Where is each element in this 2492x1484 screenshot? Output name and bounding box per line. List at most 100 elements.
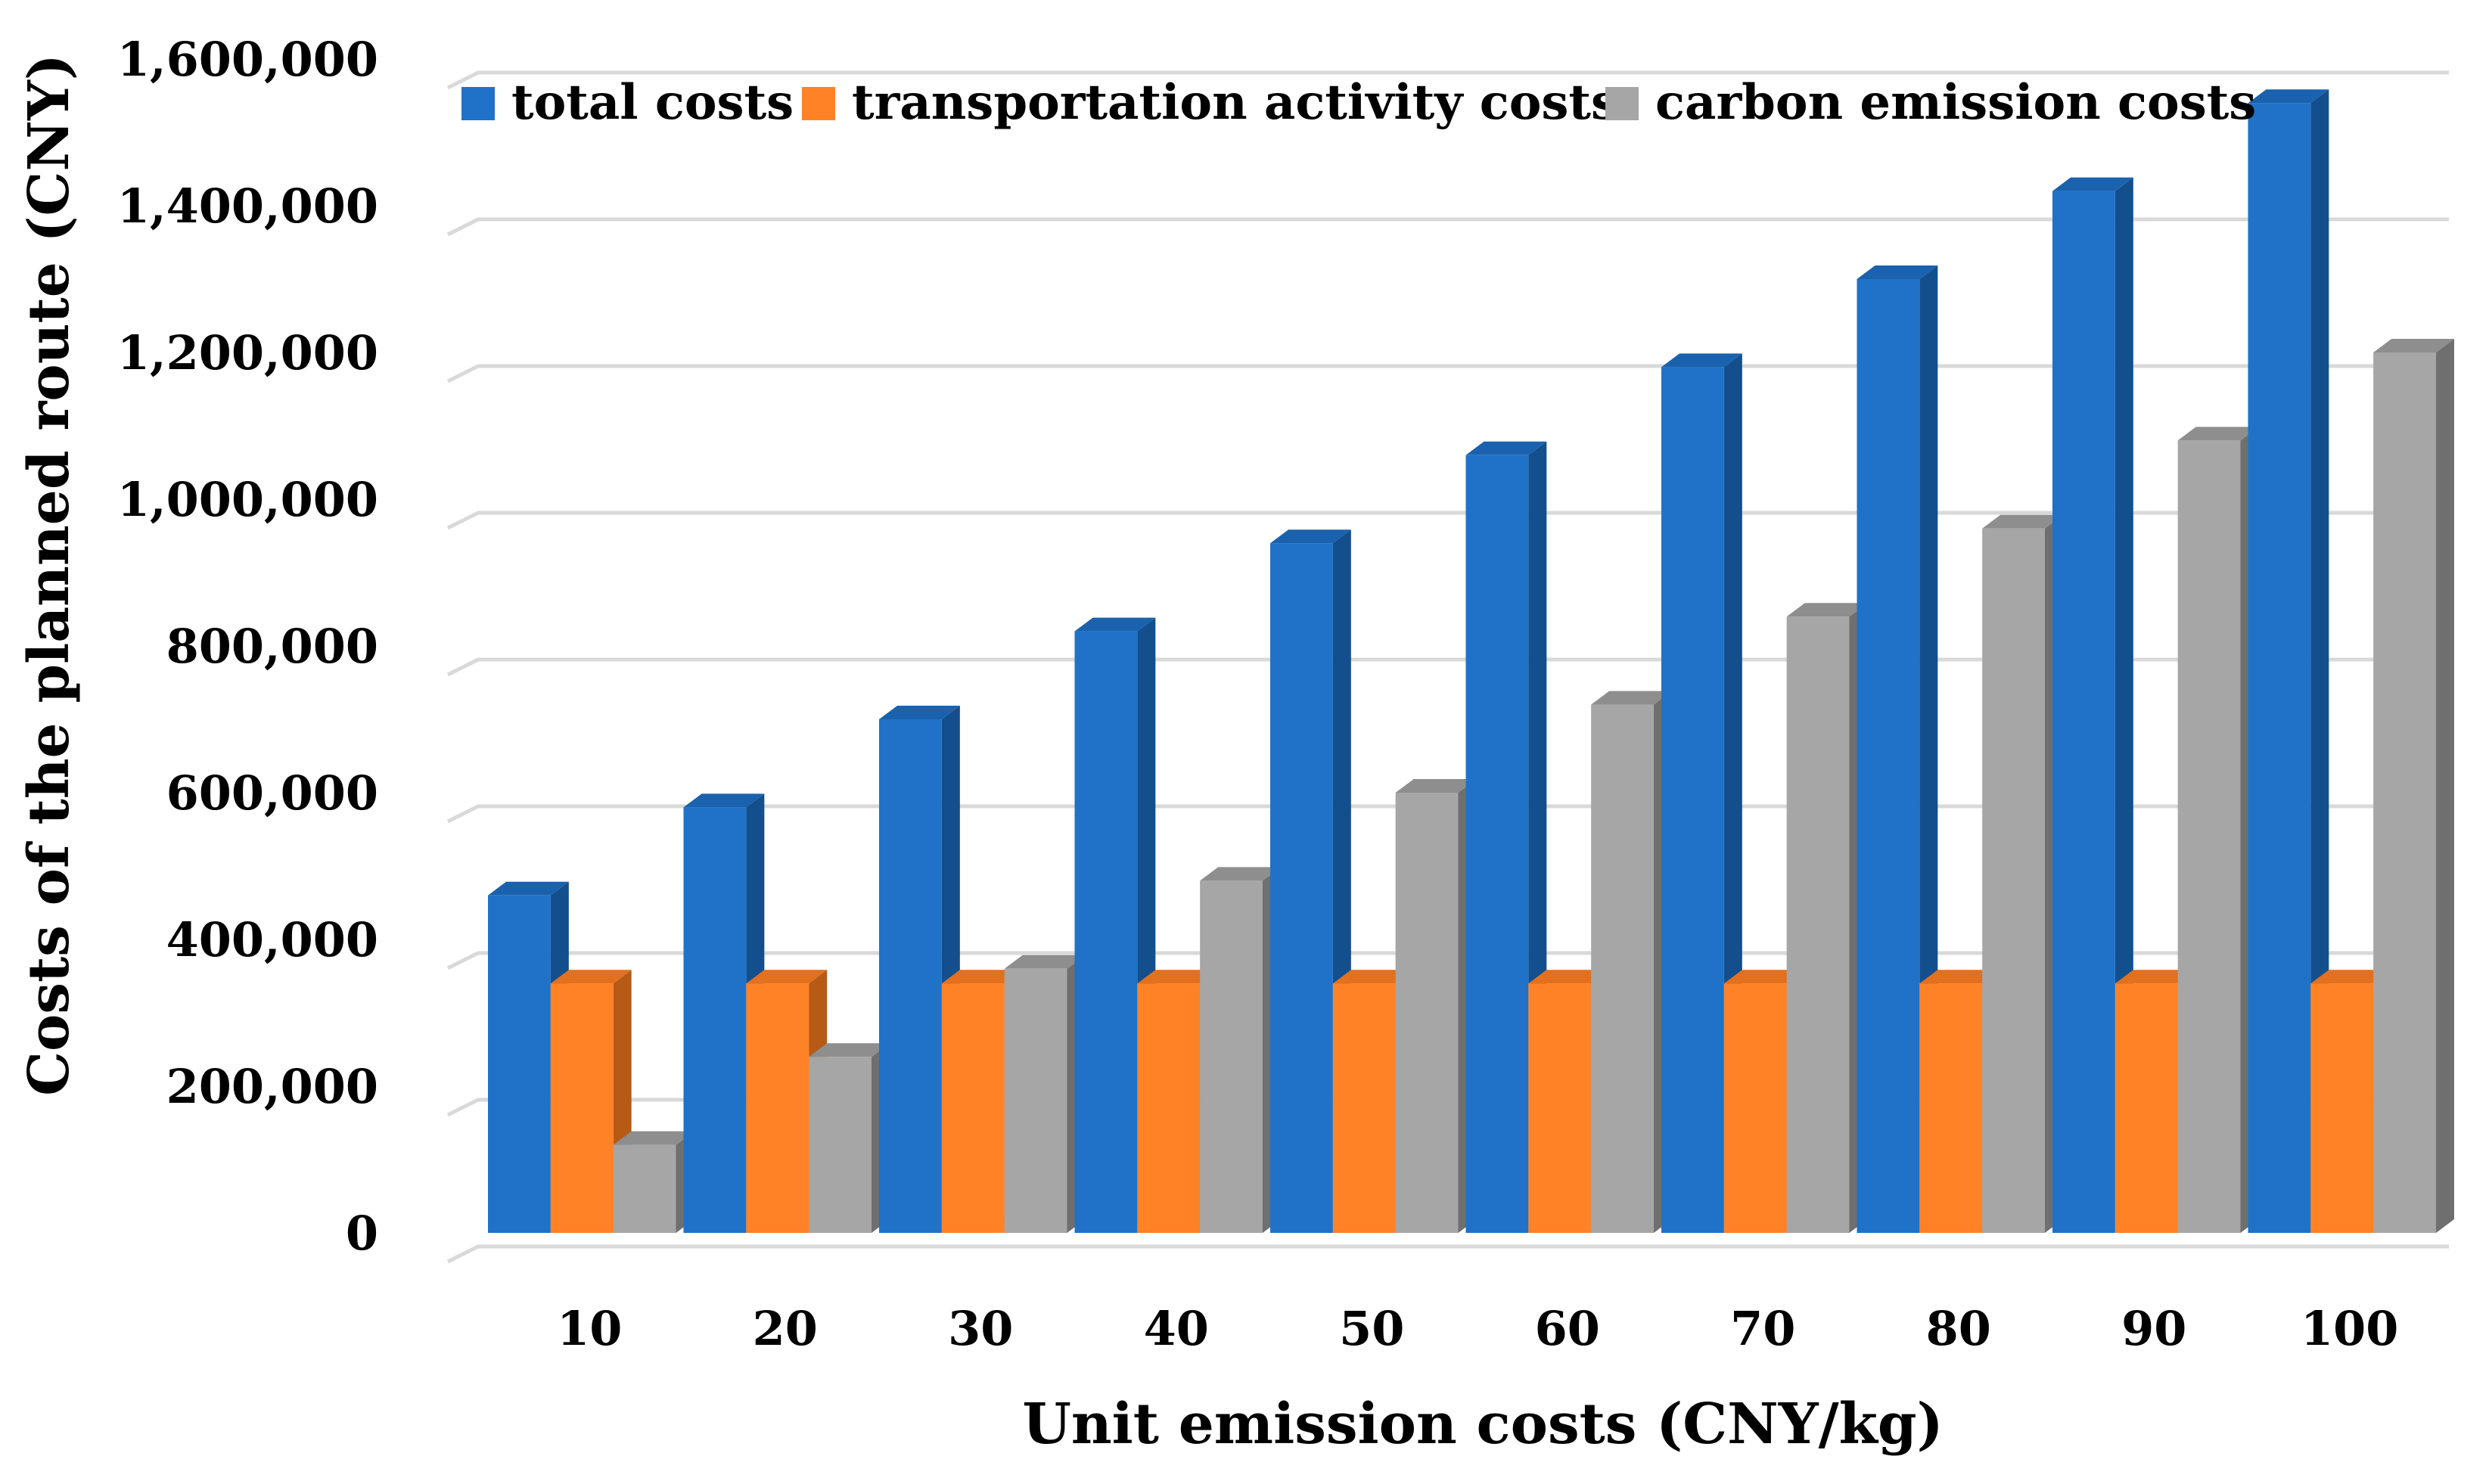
legend-label: total costs (511, 74, 794, 131)
bar-carbon-emission-costs-100 (2373, 339, 2454, 1233)
bar-total-costs-90 (2052, 177, 2133, 1234)
bar-total-costs-60 (1465, 441, 1547, 1233)
bar-front (683, 807, 747, 1233)
bar-front (1857, 279, 1920, 1233)
x-tick-label: 60 (1535, 1301, 1600, 1356)
bar-carbon-emission-costs-20 (809, 1043, 890, 1233)
bar-top (2114, 970, 2196, 984)
bar-front (809, 1057, 872, 1233)
legend-swatch (802, 87, 835, 120)
gridline (446, 364, 2449, 383)
x-tick-label: 10 (557, 1301, 622, 1356)
bar-top (683, 793, 765, 808)
gridline (446, 511, 2449, 530)
bar-top (2373, 339, 2454, 352)
bar-front (1919, 983, 1983, 1233)
gridline (446, 70, 2449, 90)
bar-top (613, 1131, 694, 1145)
legend-swatch (461, 87, 495, 120)
bar-top (1465, 441, 1547, 455)
bar-front (746, 983, 809, 1233)
bars-area (488, 89, 2454, 1234)
bar-top (941, 970, 1023, 984)
y-tick-label: 0 (346, 1206, 378, 1261)
bar-carbon-emission-costs-60 (1591, 691, 1672, 1233)
bar-front (1200, 880, 1263, 1233)
bar-top (1074, 617, 1156, 632)
bar-front (1465, 455, 1529, 1233)
bar-front (1004, 968, 1067, 1233)
y-tick-label: 600,000 (166, 765, 378, 821)
bar-front (613, 1144, 676, 1233)
bar-front (1528, 983, 1592, 1233)
bar-side (2114, 177, 2133, 1234)
bar-front (1786, 616, 1850, 1233)
bar-top (2248, 89, 2329, 104)
x-tick-label: 100 (2301, 1301, 2398, 1356)
bar-front (2373, 352, 2436, 1233)
gridlines (446, 70, 2449, 1264)
bar-carbon-emission-costs-80 (1982, 514, 2063, 1233)
bar-top (879, 706, 960, 719)
bar-carbon-emission-costs-30 (1004, 955, 1086, 1233)
bar-carbon-emission-costs-50 (1395, 779, 1477, 1233)
gridline (446, 1244, 2449, 1264)
bar-front (1137, 983, 1201, 1233)
bar-front (2248, 103, 2311, 1234)
bar-front (2114, 983, 2178, 1233)
bar-top (2177, 427, 2259, 441)
legend-swatch (1605, 87, 1639, 120)
bar-top (1004, 955, 1086, 969)
legend: total costs transportation activity costs… (461, 74, 2256, 131)
bar-front (1074, 631, 1138, 1233)
gridline (446, 217, 2449, 237)
x-tick-label: 20 (753, 1301, 818, 1356)
x-tick-label: 90 (2121, 1301, 2186, 1356)
y-tick-label: 200,000 (166, 1059, 378, 1114)
y-tick-label: 1,400,000 (117, 179, 378, 234)
bar-top (488, 881, 569, 896)
y-tick-label: 1,600,000 (117, 32, 378, 87)
bar-front (879, 719, 942, 1233)
bar-top (2310, 970, 2392, 984)
bar-top (1591, 691, 1672, 705)
x-tick-label: 70 (1730, 1301, 1795, 1356)
x-tick-label: 30 (948, 1301, 1013, 1356)
bar-top (1137, 970, 1219, 984)
x-tick-label: 80 (1926, 1301, 1991, 1356)
bar-top (550, 970, 632, 984)
bar-front (550, 983, 614, 1233)
bar-top (809, 1043, 890, 1057)
x-axis-ticks: 10 20 30 40 50 60 70 80 90 100 (557, 1301, 2398, 1356)
bar-carbon-emission-costs-40 (1200, 867, 1281, 1233)
bar-front (1395, 793, 1459, 1233)
y-axis-ticks: 0 200,000 400,000 600,000 800,000 1,000,000 1,… (117, 32, 378, 1261)
bar-carbon-emission-costs-10 (613, 1131, 694, 1233)
bar-transportation-activity-costs-20 (746, 970, 828, 1233)
bar-top (1332, 970, 1414, 984)
bar-top (1723, 970, 1805, 984)
bar-front (2177, 440, 2241, 1233)
y-tick-label: 1,200,000 (117, 325, 378, 380)
bar-front (1591, 704, 1654, 1233)
bar-top (1919, 970, 2001, 984)
bar-top (1200, 867, 1281, 881)
bar-front (1982, 528, 2045, 1233)
bar-top (1270, 529, 1351, 544)
bar-front (2052, 191, 2115, 1234)
bar-top (746, 970, 828, 984)
bar-top (2052, 177, 2133, 191)
y-tick-label: 400,000 (166, 912, 378, 967)
bar-front (1332, 983, 1396, 1233)
gridline (446, 657, 2449, 677)
bar-front (1723, 983, 1787, 1233)
bar-front (941, 983, 1005, 1233)
bar-top (1661, 353, 1742, 368)
bar-front (2310, 983, 2374, 1233)
bar-side (2310, 89, 2329, 1234)
bar-total-costs-100 (2248, 89, 2329, 1234)
bar-front (1661, 367, 1724, 1233)
y-tick-label: 1,000,000 (117, 472, 378, 527)
bar-top (1982, 514, 2063, 529)
